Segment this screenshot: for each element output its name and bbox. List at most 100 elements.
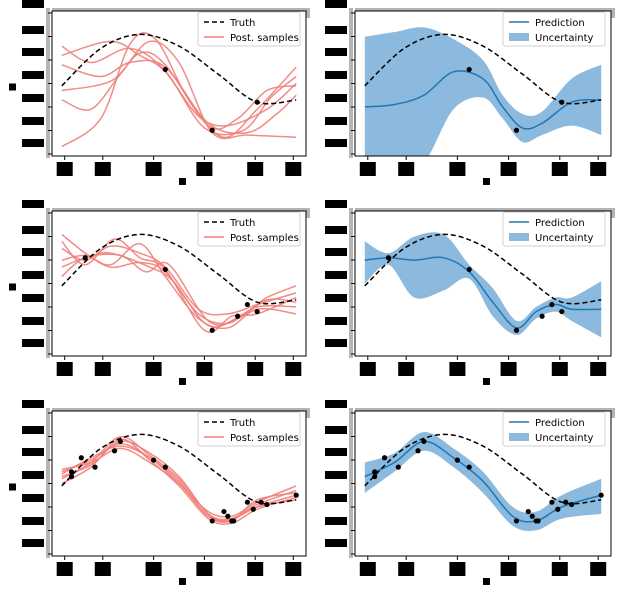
- panel-4: Prediction Uncertainty: [325, 200, 615, 385]
- xtick-label-block: [285, 162, 302, 176]
- ytick-label-block: [325, 448, 347, 456]
- xtick-label-block: [590, 362, 607, 376]
- ytick-label-block: [325, 426, 347, 434]
- xtick-label-block: [196, 162, 213, 176]
- xtick-label-block: [94, 162, 111, 176]
- xtick-label-block: [551, 162, 568, 176]
- xtick-label-block: [449, 562, 466, 576]
- xtick-label-block: [500, 362, 517, 376]
- ylabel-block: [9, 483, 16, 491]
- observation-point: [415, 448, 421, 454]
- xlabel-block: [483, 378, 490, 385]
- ytick-label-block: [22, 294, 44, 302]
- right-spine-shadow: [306, 408, 310, 418]
- uncertainty-band: [364, 232, 602, 338]
- panel-2: Prediction Uncertainty: [325, 0, 615, 185]
- legend-label: Prediction: [535, 218, 585, 229]
- panels: Truth Post. samples Prediction Uncertainty T…: [9, 0, 615, 585]
- ytick-label-block: [325, 271, 347, 279]
- xtick-label-block: [590, 162, 607, 176]
- ytick-label-block: [22, 226, 44, 234]
- ytick-label-block: [22, 48, 44, 56]
- right-spine-shadow: [611, 208, 615, 218]
- observation-point: [563, 499, 569, 505]
- legend-label: Uncertainty: [535, 233, 594, 244]
- observation-point: [539, 313, 545, 319]
- panel-6: Prediction Uncertainty: [325, 400, 615, 585]
- observation-point: [513, 327, 520, 333]
- ytick-label-block: [22, 139, 44, 147]
- right-spine-shadow: [611, 408, 615, 418]
- xtick-label-block: [145, 362, 162, 376]
- observation-point: [82, 255, 88, 261]
- xtick-label-block: [359, 162, 376, 176]
- legend: Prediction Uncertainty: [502, 11, 606, 47]
- observation-point: [525, 508, 531, 515]
- ytick-label-block: [325, 94, 347, 102]
- xtick-label-block: [196, 362, 213, 376]
- posterior-sample-line: [61, 435, 297, 523]
- xlabel-block: [179, 378, 186, 385]
- legend-label: Uncertainty: [535, 433, 594, 444]
- posterior-sample-line: [61, 40, 297, 140]
- observation-point: [529, 513, 535, 519]
- observation-point: [466, 464, 472, 470]
- xlabel-block: [483, 578, 490, 585]
- xtick-label-block: [359, 362, 376, 376]
- plot-area: [364, 232, 602, 338]
- ytick-label-block: [325, 0, 347, 8]
- observation-point: [117, 438, 123, 445]
- ytick-label-block: [325, 139, 347, 147]
- xtick-label-block: [551, 362, 568, 376]
- ytick-label-block: [325, 26, 347, 34]
- legend-label: Post. samples: [230, 433, 299, 444]
- plot-area: [364, 431, 604, 531]
- uncertainty-band: [364, 27, 602, 156]
- ytick-label-block: [22, 517, 44, 525]
- panel-1: Truth Post. samples: [9, 0, 310, 185]
- ytick-label-block: [325, 517, 347, 525]
- observation-point: [244, 301, 250, 308]
- prediction-line: [364, 70, 602, 130]
- plot-area: [61, 32, 297, 148]
- observation-point: [293, 492, 299, 498]
- observation-point: [231, 518, 237, 524]
- observation-point: [209, 327, 215, 333]
- plot-area: [61, 233, 297, 333]
- ytick-label-block: [325, 248, 347, 256]
- xtick-label-block: [145, 162, 162, 176]
- posterior-sample-line: [61, 242, 297, 330]
- xtick-label-block: [449, 162, 466, 176]
- observation-point: [559, 308, 565, 315]
- observation-point: [111, 448, 118, 454]
- top-spine-shadow: [355, 408, 611, 411]
- observation-point: [264, 501, 270, 508]
- xtick-label-block: [94, 362, 111, 376]
- observation-point: [221, 508, 227, 515]
- top-spine-shadow: [52, 8, 306, 11]
- ytick-label-block: [325, 400, 347, 408]
- top-spine-shadow: [52, 408, 306, 411]
- observation-point: [535, 518, 541, 524]
- observation-point: [372, 473, 378, 480]
- observation-point: [162, 66, 168, 73]
- observation-point: [421, 438, 427, 445]
- truth-line: [61, 433, 297, 505]
- xtick-label-block: [285, 562, 302, 576]
- legend-label: Truth: [229, 18, 255, 29]
- posterior-sample-line: [61, 251, 297, 328]
- legend-label: Post. samples: [230, 233, 299, 244]
- observation-point: [569, 501, 575, 508]
- truth-line: [364, 433, 602, 505]
- ytick-label-block: [22, 317, 44, 325]
- observation-point: [254, 99, 260, 105]
- ytick-label-block: [22, 539, 44, 547]
- xtick-label-block: [500, 162, 517, 176]
- xtick-label-block: [449, 362, 466, 376]
- ytick-label-block: [22, 94, 44, 102]
- truth-line: [61, 233, 297, 305]
- ytick-label-block: [325, 226, 347, 234]
- observation-point: [162, 266, 168, 273]
- observation-point: [68, 473, 75, 480]
